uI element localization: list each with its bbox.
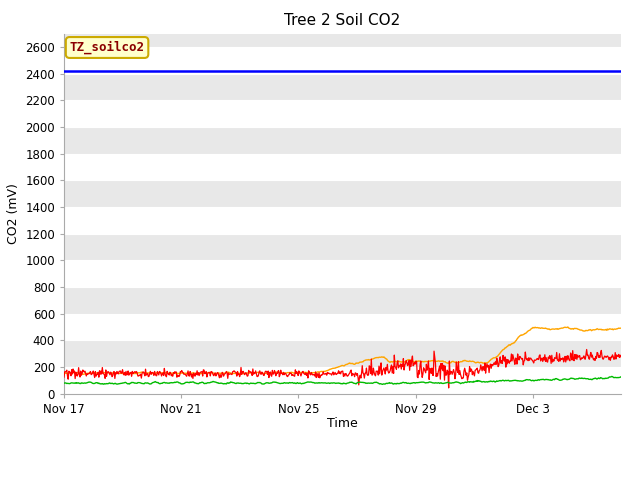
Text: TZ_soilco2: TZ_soilco2 (70, 41, 145, 54)
Bar (64, 127, 621, 154)
Bar (64, 260, 621, 287)
Y-axis label: CO2 (mV): CO2 (mV) (6, 183, 20, 244)
Bar (64, 47, 621, 73)
Bar (64, 100, 621, 127)
Bar (64, 367, 621, 394)
Title: Tree 2 Soil CO2: Tree 2 Soil CO2 (284, 13, 401, 28)
Bar (64, 287, 621, 313)
Bar (64, 234, 621, 260)
Legend:  (338, 446, 347, 456)
Bar (64, 154, 621, 180)
Bar (64, 313, 621, 340)
Bar (64, 340, 621, 367)
X-axis label: Time: Time (327, 417, 358, 430)
Bar (64, 180, 621, 207)
Bar (64, 207, 621, 234)
Bar (64, 73, 621, 100)
